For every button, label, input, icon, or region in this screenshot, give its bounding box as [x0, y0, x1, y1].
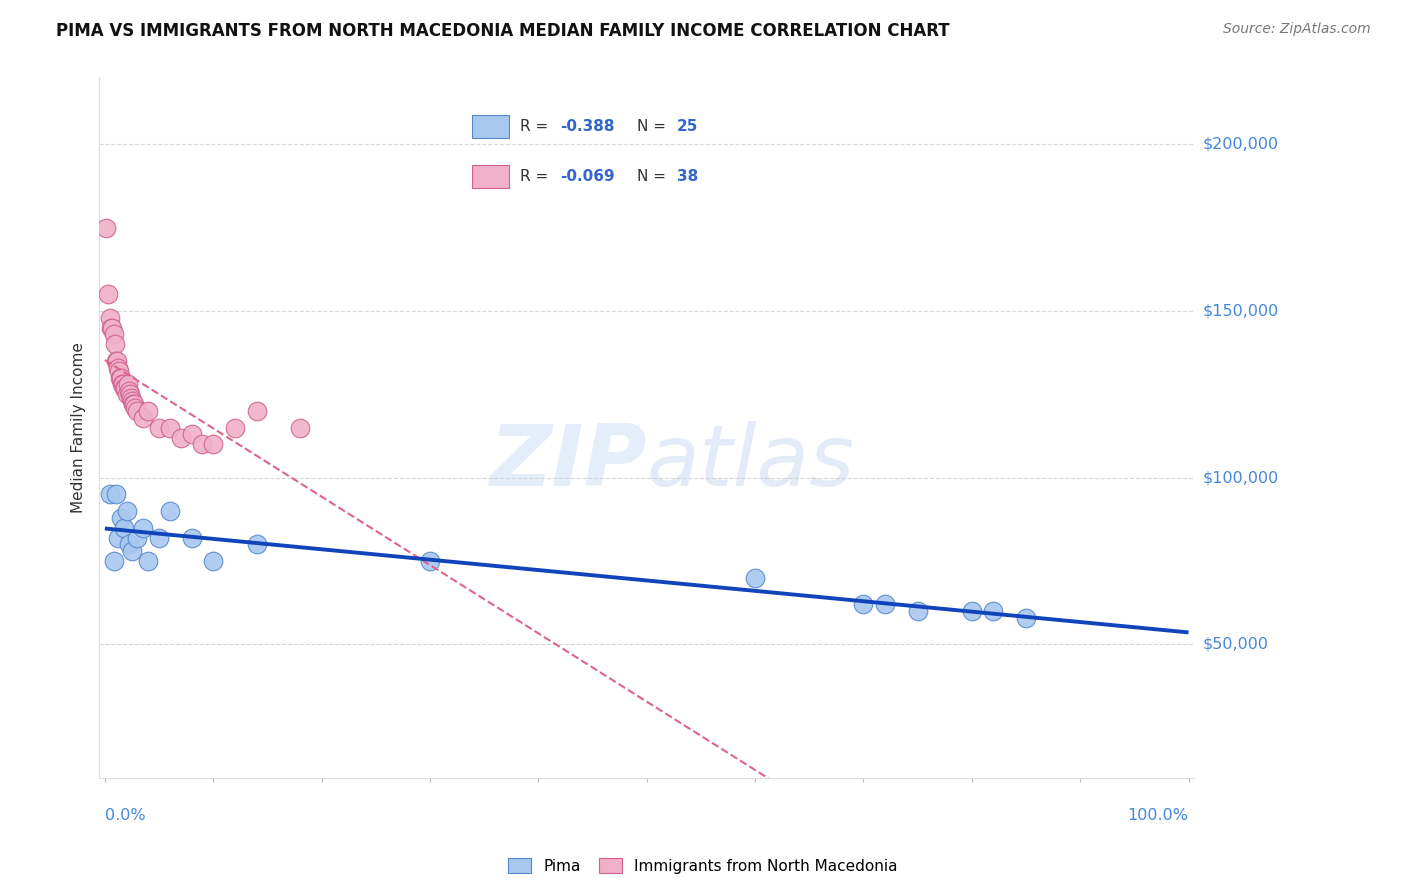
Point	[94, 220, 117, 235]
Point	[122, 397, 145, 411]
Point	[419, 554, 441, 568]
Point	[107, 360, 129, 375]
Point	[120, 391, 142, 405]
Point	[114, 381, 136, 395]
Point	[180, 427, 202, 442]
Point	[98, 310, 121, 325]
Point	[148, 420, 170, 434]
Point	[115, 387, 138, 401]
Point	[103, 327, 125, 342]
Point	[121, 544, 143, 558]
Point	[111, 377, 134, 392]
Text: $200,000: $200,000	[1202, 136, 1278, 152]
Text: Source: ZipAtlas.com: Source: ZipAtlas.com	[1223, 22, 1371, 37]
Point	[98, 487, 121, 501]
Point	[103, 554, 125, 568]
Point	[127, 404, 149, 418]
Point	[1015, 611, 1038, 625]
Point	[108, 370, 131, 384]
Point	[132, 410, 155, 425]
Point	[148, 531, 170, 545]
Point	[202, 437, 225, 451]
Point	[960, 604, 983, 618]
Point	[170, 431, 193, 445]
Point	[132, 521, 155, 535]
Y-axis label: Median Family Income: Median Family Income	[72, 343, 86, 513]
Point	[101, 320, 124, 334]
Point	[136, 554, 159, 568]
Point	[136, 404, 159, 418]
Point	[112, 381, 135, 395]
Point	[245, 404, 267, 418]
Point	[191, 437, 214, 451]
Point	[118, 387, 141, 401]
Point	[202, 554, 225, 568]
Point	[112, 521, 135, 535]
Point	[159, 504, 181, 518]
Point	[121, 394, 143, 409]
Point	[180, 531, 202, 545]
Point	[907, 604, 929, 618]
Point	[245, 537, 267, 551]
Point	[118, 537, 141, 551]
Point	[852, 598, 875, 612]
Point	[115, 504, 138, 518]
Point	[288, 420, 311, 434]
Point	[105, 354, 128, 368]
Point	[127, 531, 149, 545]
Text: $100,000: $100,000	[1202, 470, 1278, 485]
Point	[983, 604, 1005, 618]
Text: 100.0%: 100.0%	[1128, 808, 1188, 823]
Point	[124, 401, 146, 415]
Point	[110, 370, 132, 384]
Legend: Pima, Immigrants from North Macedonia: Pima, Immigrants from North Macedonia	[502, 852, 904, 880]
Point	[875, 598, 897, 612]
Text: PIMA VS IMMIGRANTS FROM NORTH MACEDONIA MEDIAN FAMILY INCOME CORRELATION CHART: PIMA VS IMMIGRANTS FROM NORTH MACEDONIA …	[56, 22, 950, 40]
Point	[104, 354, 127, 368]
Point	[117, 377, 139, 392]
Text: $50,000: $50,000	[1202, 637, 1268, 652]
Point	[100, 320, 122, 334]
Point	[97, 287, 120, 301]
Point	[107, 531, 129, 545]
Point	[224, 420, 246, 434]
Text: 0.0%: 0.0%	[105, 808, 145, 823]
Text: atlas: atlas	[647, 421, 855, 504]
Text: $150,000: $150,000	[1202, 303, 1278, 318]
Point	[110, 510, 132, 524]
Point	[744, 571, 766, 585]
Text: ZIP: ZIP	[489, 421, 647, 504]
Point	[104, 487, 127, 501]
Point	[118, 384, 141, 398]
Point	[108, 364, 131, 378]
Point	[104, 337, 127, 351]
Point	[122, 397, 145, 411]
Point	[159, 420, 181, 434]
Point	[112, 377, 135, 392]
